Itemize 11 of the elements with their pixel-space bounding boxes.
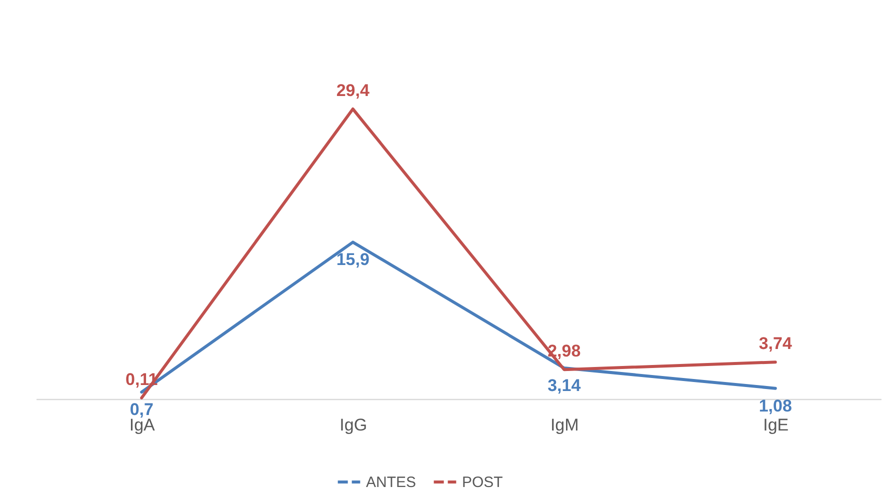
data-label: 15,9 [336, 250, 370, 270]
data-label: 0,7 [130, 400, 154, 420]
data-label: 3,14 [548, 376, 582, 396]
data-label: 3,74 [758, 334, 792, 354]
x-tick-label: IgE [763, 416, 789, 434]
legend-label: POST [462, 474, 503, 491]
data-label: 1,08 [758, 396, 792, 416]
x-tick-label: IgM [550, 416, 579, 434]
legend-label: ANTES [366, 474, 416, 491]
x-tick-label: IgG [340, 416, 368, 434]
data-label: 29,4 [336, 81, 370, 100]
